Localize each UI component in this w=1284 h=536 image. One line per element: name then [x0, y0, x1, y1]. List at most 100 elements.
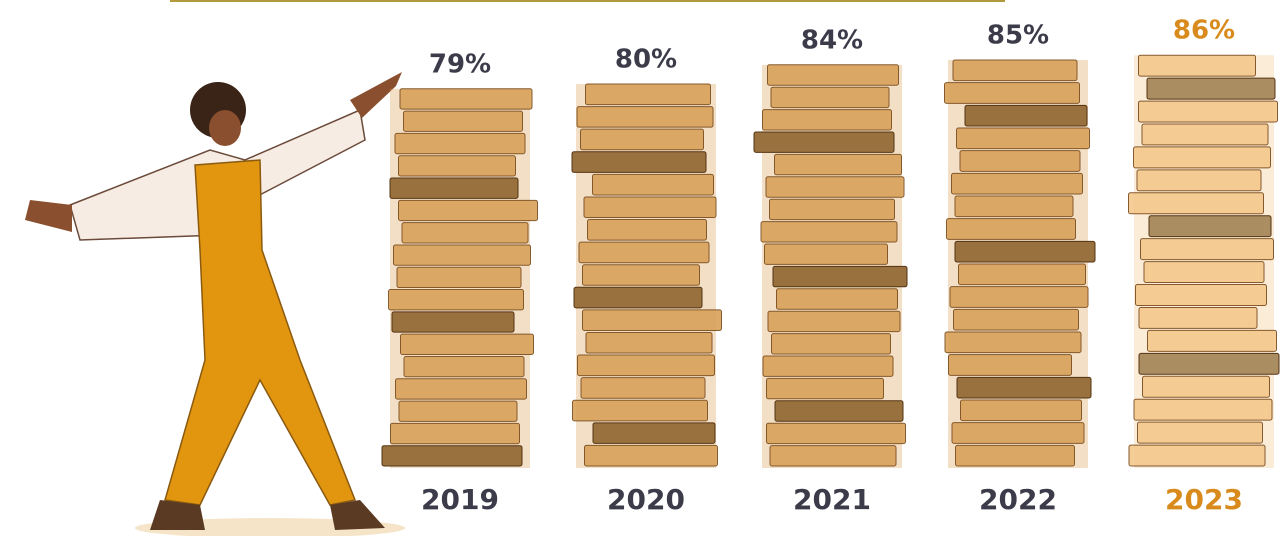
book	[1128, 444, 1266, 467]
book	[393, 244, 531, 266]
book	[389, 177, 519, 199]
book	[1148, 215, 1272, 238]
book	[762, 109, 892, 131]
book	[1142, 375, 1270, 398]
year-label: 2020	[607, 483, 685, 516]
book	[399, 88, 533, 110]
book	[582, 264, 700, 286]
book	[391, 311, 515, 333]
book	[572, 399, 708, 422]
book	[400, 333, 534, 355]
book	[1128, 192, 1264, 215]
book	[767, 310, 901, 333]
year-label: 2019	[421, 483, 499, 516]
year-label: 2022	[979, 483, 1057, 516]
book	[583, 196, 717, 219]
book	[1133, 146, 1271, 169]
book	[584, 444, 718, 467]
book	[764, 243, 888, 265]
book	[762, 355, 894, 377]
book	[767, 64, 899, 86]
book	[954, 240, 1096, 263]
book	[587, 219, 707, 241]
value-label: 80%	[615, 45, 677, 75]
book	[1140, 238, 1274, 261]
value-label: 86%	[1173, 16, 1235, 46]
book	[388, 289, 524, 311]
book	[395, 378, 527, 400]
book	[766, 422, 906, 445]
book	[956, 127, 1090, 150]
year-label: 2023	[1165, 483, 1243, 516]
book	[401, 222, 529, 244]
book	[766, 377, 884, 400]
book	[577, 354, 715, 377]
book	[1143, 261, 1265, 284]
book	[381, 445, 523, 467]
book	[390, 422, 520, 445]
book	[580, 377, 706, 399]
book	[774, 153, 902, 176]
person-illustration	[25, 72, 405, 536]
book	[944, 331, 1082, 354]
book	[948, 354, 1072, 376]
book	[944, 82, 1080, 104]
book	[1147, 329, 1277, 352]
book	[394, 132, 526, 155]
book	[952, 59, 1078, 82]
book	[1133, 398, 1273, 421]
book	[949, 286, 1089, 308]
book	[769, 198, 895, 221]
book	[578, 241, 710, 264]
book	[954, 195, 1074, 218]
book	[1138, 54, 1256, 77]
book	[760, 221, 898, 243]
book	[959, 150, 1081, 172]
book	[1136, 169, 1262, 192]
value-label: 84%	[801, 25, 863, 55]
book	[956, 376, 1092, 399]
book	[398, 155, 516, 177]
book	[403, 355, 525, 378]
value-label: 79%	[429, 49, 491, 79]
book	[592, 173, 714, 196]
book	[1146, 77, 1276, 100]
book	[951, 172, 1083, 195]
book	[398, 199, 538, 222]
book	[585, 331, 713, 354]
book	[1138, 352, 1280, 375]
book	[953, 308, 1079, 331]
book	[1138, 306, 1258, 329]
book	[964, 104, 1088, 127]
book	[398, 400, 518, 422]
book	[580, 128, 704, 151]
book	[571, 151, 707, 173]
book	[396, 266, 522, 289]
book	[770, 86, 890, 109]
book	[576, 106, 714, 128]
book	[774, 400, 904, 422]
book	[960, 399, 1082, 422]
book	[582, 309, 722, 331]
book	[772, 265, 908, 288]
book	[765, 176, 905, 198]
book	[573, 286, 703, 309]
book	[1141, 123, 1269, 146]
book	[753, 131, 895, 153]
book	[403, 110, 523, 132]
book	[1137, 421, 1263, 444]
book	[776, 288, 898, 310]
book	[771, 333, 891, 355]
book	[1135, 284, 1267, 306]
value-label: 85%	[987, 21, 1049, 51]
book	[951, 422, 1085, 444]
year-label: 2021	[793, 483, 871, 516]
book	[946, 218, 1076, 240]
book	[585, 83, 711, 106]
book	[958, 263, 1086, 286]
book	[592, 422, 716, 444]
book	[769, 445, 897, 467]
book	[955, 444, 1075, 467]
book	[1138, 100, 1278, 123]
